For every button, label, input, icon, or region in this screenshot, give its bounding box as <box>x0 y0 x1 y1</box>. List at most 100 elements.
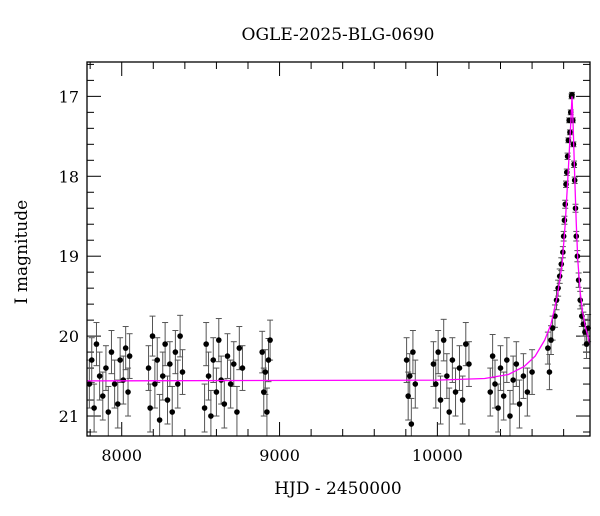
data-point <box>516 401 523 407</box>
data-point <box>105 409 112 415</box>
data-point <box>583 341 590 347</box>
data-point <box>430 361 437 367</box>
data-point <box>459 397 466 403</box>
data-point <box>156 417 163 423</box>
x-tick-label: 9000 <box>259 446 300 465</box>
data-point <box>164 397 171 403</box>
data-point <box>513 361 520 367</box>
data-point <box>440 337 447 343</box>
x-axis-label: HJD - 2450000 <box>274 479 402 499</box>
model-curve <box>86 96 591 382</box>
data-point <box>224 353 231 359</box>
data-point <box>111 381 118 387</box>
chart-title: OGLE-2025-BLG-0690 <box>242 25 435 45</box>
data-point <box>108 349 115 355</box>
data-points <box>86 91 591 427</box>
data-point <box>456 365 463 371</box>
data-point <box>120 377 127 383</box>
data-point <box>410 349 416 355</box>
data-point <box>179 369 186 375</box>
data-point <box>86 381 93 387</box>
data-point <box>562 201 569 208</box>
axis-ticks: 8000 9000 10000 17 18 19 20 21 <box>59 62 590 465</box>
data-point <box>546 369 553 375</box>
data-point <box>215 337 222 343</box>
data-point <box>497 365 504 371</box>
data-point <box>264 409 270 415</box>
data-point <box>487 389 494 395</box>
data-point <box>561 217 568 224</box>
data-point <box>149 333 156 339</box>
plot-frame <box>86 61 591 437</box>
data-point <box>201 405 208 411</box>
data-point <box>117 357 123 363</box>
data-point <box>507 413 513 419</box>
data-point <box>230 361 237 367</box>
data-point <box>489 353 496 359</box>
data-point <box>444 373 450 379</box>
data-point <box>210 357 217 363</box>
data-point <box>236 345 243 351</box>
data-point <box>205 373 212 379</box>
y-axis-label: I magnitude <box>12 200 32 304</box>
data-point <box>545 345 551 351</box>
data-point <box>406 373 413 379</box>
data-point <box>408 421 415 427</box>
y-tick-label: 17 <box>59 87 79 106</box>
data-point <box>405 393 411 399</box>
data-point <box>159 373 166 379</box>
data-point <box>265 357 272 363</box>
data-point <box>569 91 575 98</box>
data-point <box>452 389 459 395</box>
data-point <box>103 365 109 371</box>
data-point <box>145 365 152 371</box>
data-point <box>495 405 501 411</box>
data-point <box>577 297 584 303</box>
data-point <box>152 381 158 387</box>
y-tick-label: 18 <box>59 167 79 186</box>
data-point <box>510 377 516 383</box>
data-point <box>203 341 209 347</box>
data-point <box>99 393 106 399</box>
data-point <box>549 325 556 331</box>
data-point <box>221 401 228 407</box>
data-point <box>96 373 103 379</box>
data-point <box>125 389 131 395</box>
data-point <box>520 373 527 379</box>
x-tick-label: 10000 <box>412 446 463 465</box>
data-point <box>169 409 176 415</box>
data-point <box>548 337 554 343</box>
data-point <box>492 381 498 387</box>
data-point <box>122 345 129 351</box>
data-point <box>504 357 510 363</box>
data-point <box>167 361 173 367</box>
data-point <box>260 389 267 395</box>
data-point <box>239 365 246 371</box>
data-point <box>208 413 214 419</box>
y-tick-label: 19 <box>59 247 79 266</box>
data-point <box>437 397 444 403</box>
data-point <box>433 381 439 387</box>
data-point <box>267 337 273 343</box>
data-point <box>412 381 419 387</box>
error-bars <box>86 91 592 436</box>
data-point <box>91 405 97 411</box>
data-point <box>174 381 181 387</box>
data-point <box>93 341 100 347</box>
data-point <box>147 405 153 411</box>
data-point <box>435 349 441 355</box>
data-point <box>446 409 453 415</box>
x-tick-label: 8000 <box>101 446 142 465</box>
data-point <box>524 389 531 395</box>
data-point <box>162 341 168 347</box>
y-tick-label: 20 <box>59 327 79 346</box>
data-point <box>154 357 161 363</box>
data-point <box>529 369 535 375</box>
data-point <box>462 341 469 347</box>
data-point <box>88 357 95 363</box>
data-point <box>234 409 240 415</box>
data-point <box>213 389 220 395</box>
y-tick-label: 21 <box>59 407 79 426</box>
data-point <box>227 381 234 387</box>
